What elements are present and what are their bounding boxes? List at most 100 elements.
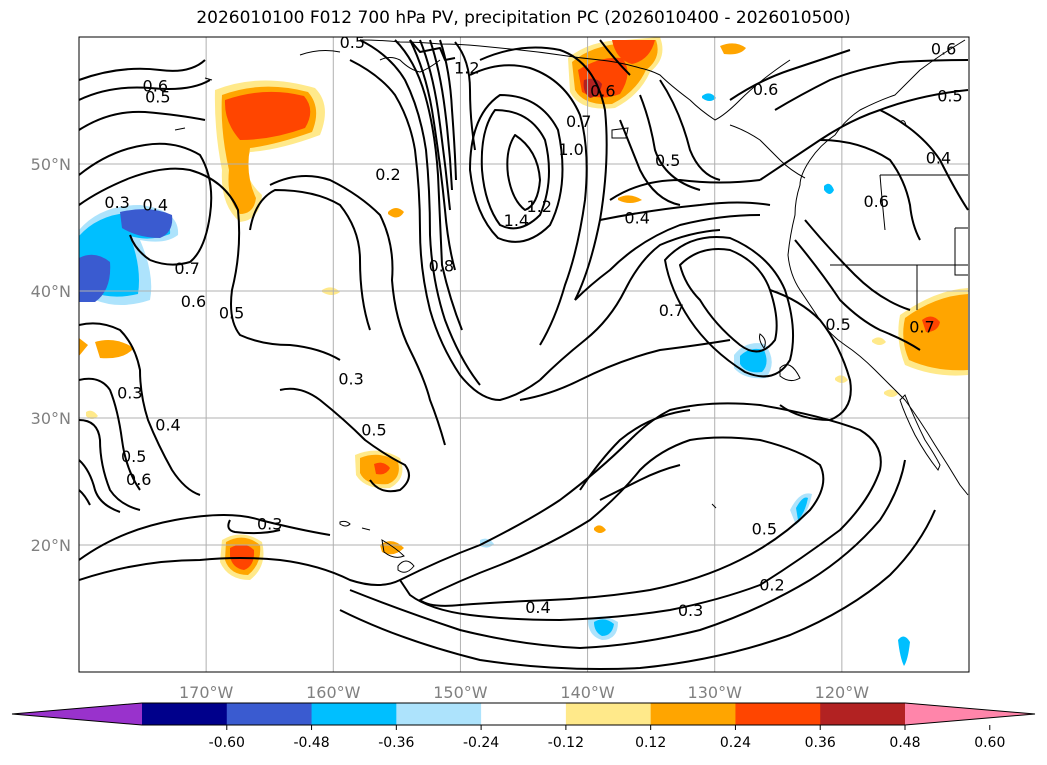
contour-label: 0.3 — [117, 384, 142, 403]
colorbar-outline — [11, 702, 1036, 726]
colorbar-tick-label: 0.12 — [635, 735, 666, 751]
contour-label: 0.6 — [143, 76, 168, 95]
precip-anomaly-negative — [796, 497, 808, 520]
contour-label: 0.2 — [759, 575, 784, 594]
contour-label: 0.5 — [361, 420, 386, 439]
precip-anomaly-negative — [740, 348, 767, 373]
colorbar-tick-label: -0.48 — [293, 735, 329, 751]
contour-label: 0.5 — [937, 86, 962, 105]
precip-anomaly-positive — [872, 337, 886, 345]
contour-label: 0.6 — [753, 80, 778, 99]
contour-labels: 0.60.50.3 0.40.70.60.50.30.40.50.60.30.51… — [104, 33, 962, 620]
precip-anomaly-negative — [594, 619, 614, 636]
contour-label: 1.2 — [454, 58, 479, 77]
lon-tick-label: 130°W — [688, 683, 743, 702]
precip-anomaly-positive — [79, 338, 88, 356]
lat-tick-label: 50°N — [31, 155, 71, 174]
contour-label: 0.5 — [825, 315, 850, 334]
lon-tick-label: 120°W — [815, 683, 870, 702]
colorbar-extend-max — [905, 703, 1035, 725]
contour-label: 0.4 — [155, 415, 180, 434]
contour-label: 0.6 — [126, 470, 151, 489]
precip-anomaly-negative — [120, 209, 173, 238]
precip-anomaly-positive — [374, 462, 390, 475]
lat-tick-label: 40°N — [31, 282, 71, 301]
precip-anomaly-positive — [95, 340, 134, 359]
contour-label: 0.5 — [121, 447, 146, 466]
precip-anomaly-positive — [86, 410, 98, 419]
contour-label: 0.3 — [257, 514, 282, 533]
colorbar-tick-label: 0.24 — [720, 735, 751, 751]
longitude-ticks: 170°W 160°W 150°W 140°W 130°W 120°W — [179, 683, 869, 702]
precip-anomaly-positive — [922, 316, 940, 332]
contour-label: 0.6 — [181, 292, 206, 311]
precip-anomaly-negative — [702, 93, 716, 101]
colorbar-tick-label: -0.60 — [209, 735, 245, 751]
contour-label: 0.4 — [624, 208, 649, 227]
lon-tick-label: 150°W — [433, 683, 488, 702]
map-frame — [78, 36, 970, 673]
contour-label: 0.8 — [429, 257, 454, 276]
precip-anomaly-positive — [612, 40, 655, 64]
contour-label: 0.7 — [659, 301, 684, 320]
colorbar-tick-label: 0.60 — [974, 735, 1005, 751]
contour-label: 1.0 — [558, 140, 583, 159]
precip-anomaly-negative — [824, 183, 834, 194]
contour-label: 0.5 — [655, 151, 680, 170]
colorbar-bin — [820, 703, 906, 725]
colorbar-tick-label: -0.36 — [378, 735, 414, 751]
contour-label: 0.5 — [145, 88, 170, 107]
precip-anomaly-positive — [618, 195, 642, 203]
colorbar-bin — [311, 703, 397, 725]
contour-label: 0.5 — [752, 519, 777, 538]
contour-label: 0.7 — [174, 259, 199, 278]
lat-tick-label: 30°N — [31, 409, 71, 428]
colorbar-bin — [142, 703, 228, 725]
precip-anomaly-negative — [898, 636, 910, 666]
contour-label: 0.7 — [566, 112, 591, 131]
colorbar-bin — [650, 703, 736, 725]
colorbar-bin — [565, 703, 652, 725]
colorbar-tick-label: -0.12 — [548, 735, 584, 751]
pv-contours — [79, 39, 969, 670]
lat-tick-label: 20°N — [31, 536, 71, 555]
contour-label: 0.7 — [909, 318, 934, 337]
colorbar: -0.60 -0.48 -0.36 -0.24 -0.12 0.12 0.24 0.36 0.4… — [11, 702, 1036, 751]
lon-tick-label: 140°W — [560, 683, 615, 702]
precipitation-fills — [79, 37, 968, 666]
latitude-ticks: 50°N 40°N 30°N 20°N — [31, 155, 71, 555]
coastlines — [174, 39, 969, 573]
precip-anomaly-negative — [79, 254, 111, 302]
contour-label: 0.4 — [926, 149, 951, 168]
colorbar-tick-label: 0.36 — [805, 735, 836, 751]
contour-label: 0.5 — [219, 304, 244, 323]
contour-label: 0.3 — [678, 601, 703, 620]
contour-label: 0.2 — [375, 165, 400, 184]
colorbar-bin — [481, 703, 567, 725]
contour-label: 0.3 — [104, 193, 129, 212]
colorbar-tick-label: 0.48 — [889, 735, 920, 751]
precip-anomaly-positive — [388, 208, 404, 218]
precip-anomaly-positive — [594, 525, 606, 533]
contour-label: 0.6 — [590, 81, 615, 100]
precip-anomaly-positive — [224, 91, 311, 140]
lon-tick-label: 160°W — [306, 683, 361, 702]
map-title: 2026010100 F012 700 hPa PV, precipitatio… — [196, 8, 851, 28]
contour-label: 0.4 — [525, 598, 550, 617]
lon-tick-label: 170°W — [179, 683, 234, 702]
colorbar-bin — [226, 703, 313, 725]
contour-label: 0.6 — [931, 39, 956, 58]
colorbar-bin — [735, 703, 821, 725]
precip-anomaly-positive — [903, 294, 968, 371]
precip-anomaly-positive — [720, 43, 746, 55]
contour-label: 0.3 — [338, 370, 363, 389]
contour-label: 1.4 — [504, 211, 529, 230]
colorbar-bin — [396, 703, 482, 725]
colorbar-extend-min — [12, 703, 142, 725]
precip-anomaly-positive — [884, 389, 898, 397]
map-area — [79, 37, 969, 672]
colorbar-tick-label: -0.24 — [463, 735, 499, 751]
contour-label: 1.2 — [527, 197, 552, 216]
contour-label: 0.5 — [340, 33, 365, 52]
